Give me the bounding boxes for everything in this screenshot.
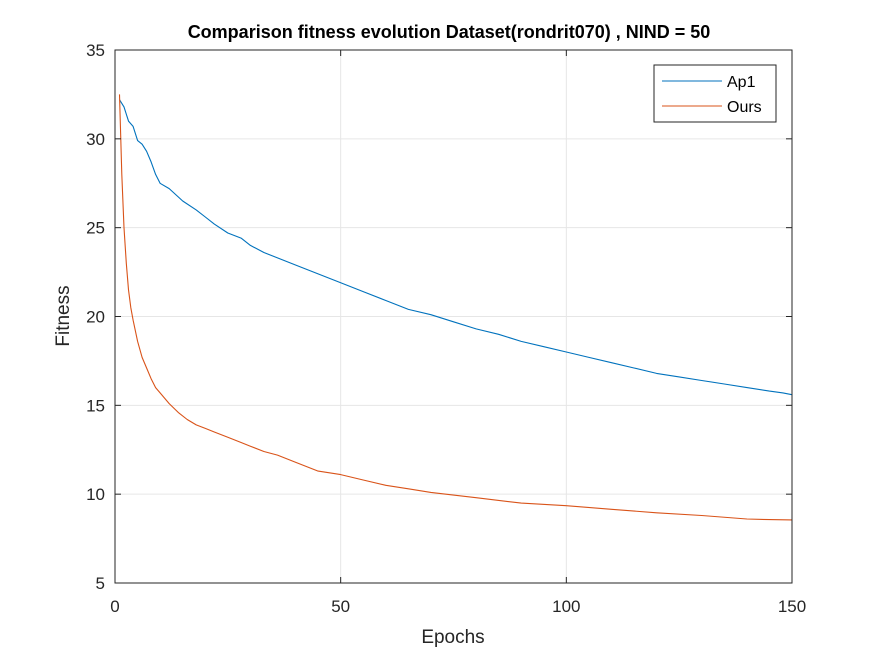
chart-title: Comparison fitness evolution Dataset(ron…: [188, 22, 711, 42]
legend-label-ap1: Ap1: [727, 74, 756, 91]
x-tick-label: 0: [110, 597, 119, 616]
x-tick-label: 150: [778, 597, 806, 616]
y-tick-label: 25: [86, 219, 105, 238]
ticks: 0 50 100 150 5 10 15 20 25 30 35: [86, 41, 806, 616]
legend-box: [653, 64, 777, 123]
y-tick-label: 30: [86, 130, 105, 149]
legend: Ap1 Ours: [653, 64, 777, 123]
legend-label-ours: Ours: [727, 99, 762, 116]
y-axis-label: Fitness: [53, 285, 74, 346]
x-tick-label: 100: [552, 597, 580, 616]
y-tick-label: 5: [96, 574, 105, 593]
y-tick-label: 35: [86, 41, 105, 60]
series-line-ours: [118, 94, 793, 521]
series-layer: [118, 94, 793, 521]
x-tick-label: 50: [331, 597, 350, 616]
y-tick-label: 10: [86, 485, 105, 504]
x-axis-label: Epochs: [421, 627, 484, 648]
y-tick-label: 15: [86, 396, 105, 415]
grid: [115, 50, 792, 583]
y-tick-label: 20: [86, 308, 105, 327]
series-line-ap1: [119, 99, 793, 396]
